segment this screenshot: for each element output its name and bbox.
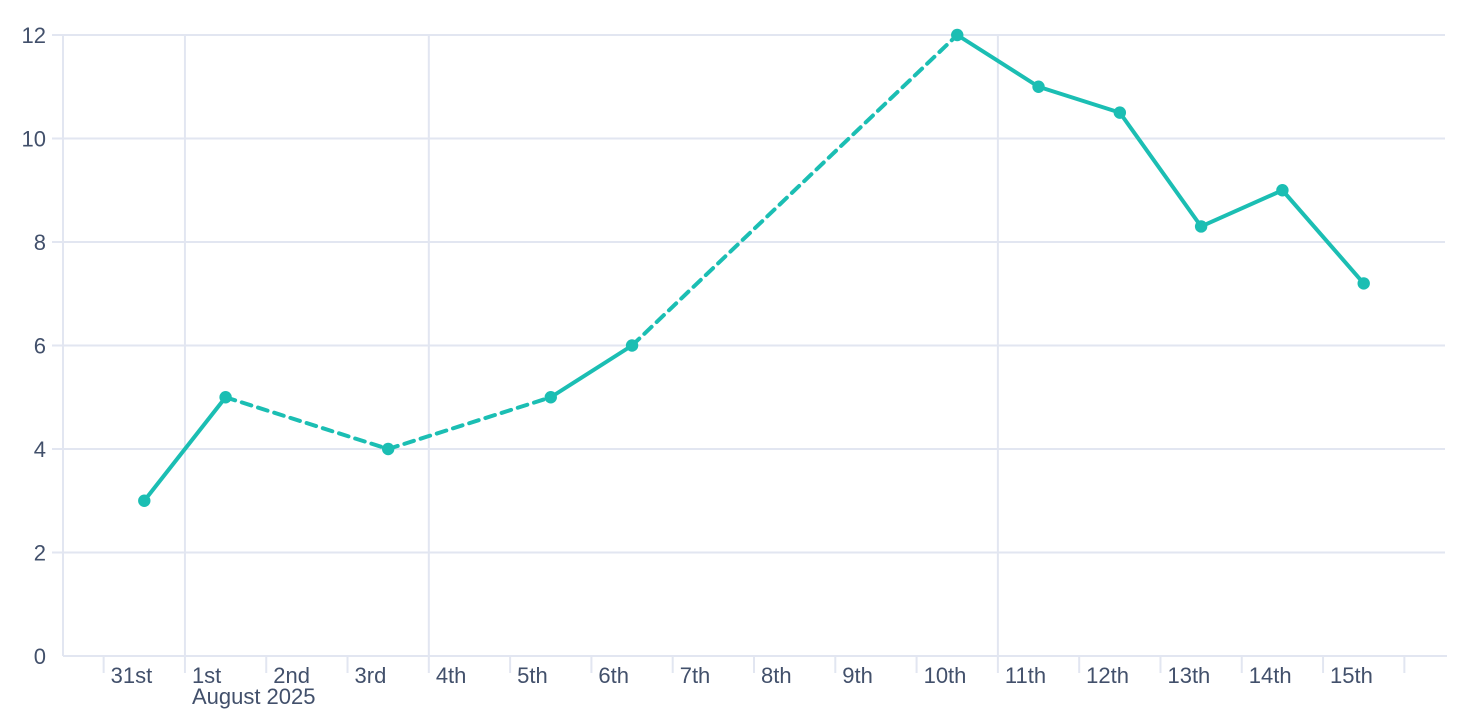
x-axis-day-label: 2nd bbox=[273, 663, 310, 688]
data-point-marker[interactable] bbox=[544, 391, 557, 404]
series-segment-solid bbox=[142, 395, 228, 503]
x-axis-day-label: 14th bbox=[1249, 663, 1292, 688]
y-axis-label: 8 bbox=[34, 230, 46, 255]
data-point-marker[interactable] bbox=[625, 339, 639, 352]
data-point-marker[interactable] bbox=[1357, 277, 1370, 290]
x-axis-day-label: 13th bbox=[1167, 663, 1210, 688]
x-axis-day-label: 9th bbox=[842, 663, 873, 688]
data-point-marker[interactable] bbox=[138, 494, 151, 507]
x-axis-day-label: 12th bbox=[1086, 663, 1129, 688]
x-axis-day-label: 8th bbox=[761, 663, 792, 688]
x-axis-day-label: 4th bbox=[436, 663, 467, 688]
x-axis-day-label: 31st bbox=[111, 663, 153, 688]
x-axis-day-label: 15th bbox=[1330, 663, 1373, 688]
x-axis-day-label: 3rd bbox=[355, 663, 387, 688]
data-point-marker[interactable] bbox=[219, 391, 232, 404]
x-axis-day-label: 5th bbox=[517, 663, 548, 688]
x-axis-day-label: 1st bbox=[192, 663, 221, 688]
series-segment-dashed bbox=[630, 33, 960, 348]
data-point-marker[interactable] bbox=[951, 28, 964, 42]
x-axis-day-label: 7th bbox=[680, 663, 711, 688]
y-axis-label: 2 bbox=[34, 541, 46, 566]
data-point-marker[interactable] bbox=[1276, 184, 1289, 197]
series-segment-dashed bbox=[386, 395, 553, 451]
series-segment-solid bbox=[955, 33, 1041, 89]
y-axis-label: 10 bbox=[22, 127, 46, 152]
x-axis-day-label: 10th bbox=[924, 663, 967, 688]
data-point-marker[interactable] bbox=[1113, 106, 1127, 119]
x-axis-day-label: 6th bbox=[598, 663, 629, 688]
series-segment-solid bbox=[1117, 110, 1204, 229]
y-axis-label: 6 bbox=[34, 334, 46, 359]
data-point-marker[interactable] bbox=[1032, 80, 1045, 93]
data-point-marker[interactable] bbox=[1194, 220, 1208, 233]
series-segment-dashed bbox=[223, 395, 391, 451]
x-axis-month-label: August 2025 bbox=[192, 684, 316, 709]
y-axis-label: 0 bbox=[34, 644, 46, 669]
series-segment-solid bbox=[548, 343, 635, 400]
series-segment-solid bbox=[1280, 188, 1366, 286]
x-axis-day-label: 11th bbox=[1005, 663, 1046, 688]
series-segment-solid bbox=[1199, 188, 1285, 229]
data-point-marker[interactable] bbox=[381, 442, 395, 456]
y-axis-label: 4 bbox=[34, 437, 46, 462]
series-segment-solid bbox=[1036, 84, 1122, 115]
y-axis-label: 12 bbox=[22, 23, 46, 48]
